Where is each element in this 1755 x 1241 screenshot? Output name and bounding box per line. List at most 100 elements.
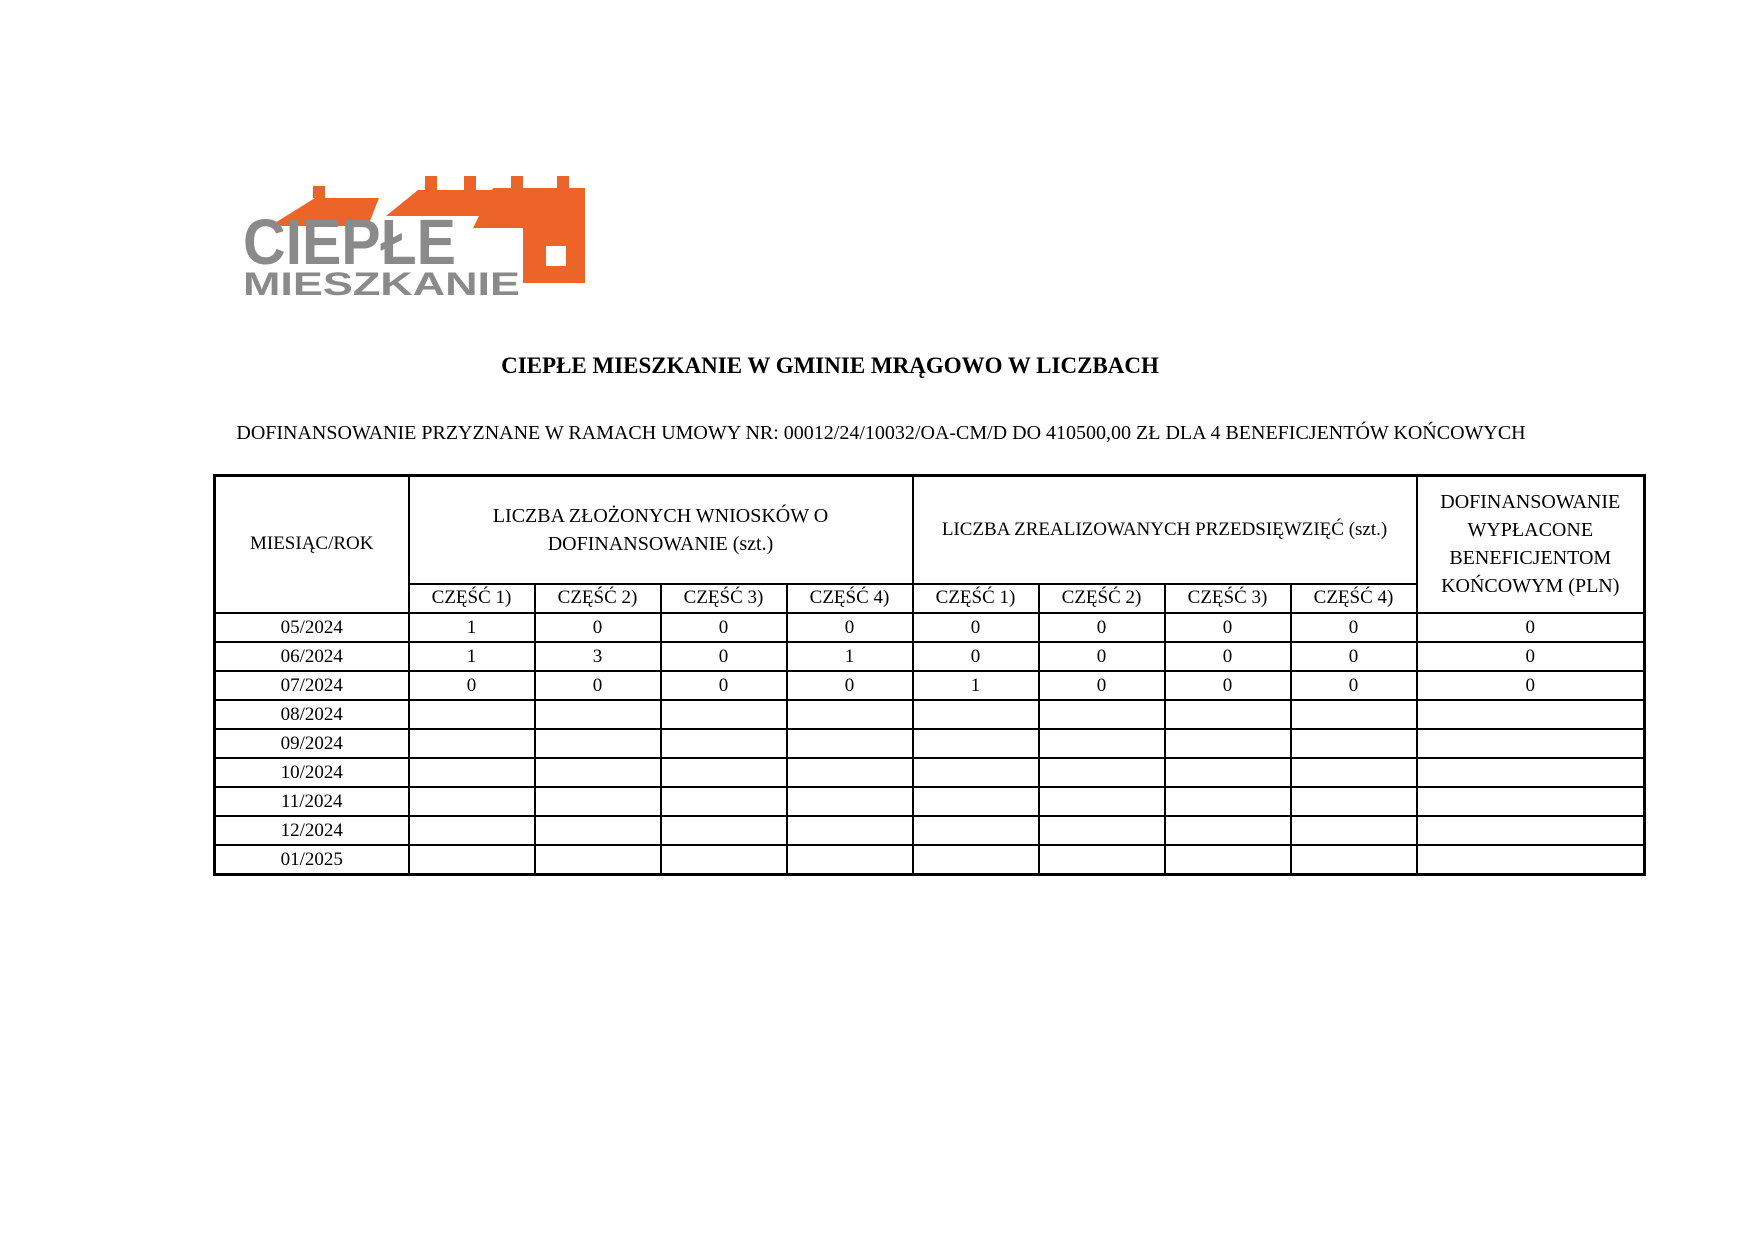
- table-row: 09/2024: [213, 727, 1646, 759]
- cell-realized-3: 0: [1163, 640, 1292, 672]
- cell-paid: [1415, 698, 1646, 730]
- col-header-submitted-part-3: CZĘŚĆ 3): [659, 582, 788, 614]
- cell-realized-4: [1289, 843, 1418, 875]
- cell-submitted-4: [785, 698, 914, 730]
- header-row-parts: CZĘŚĆ 1) CZĘŚĆ 2) CZĘŚĆ 3) CZĘŚĆ 4) CZĘŚ…: [215, 582, 1645, 614]
- cell-realized-3: [1163, 843, 1292, 875]
- cell-month: 01/2025: [213, 843, 410, 875]
- page-subtitle: DOFINANSOWANIE PRZYZNANE W RAMACH UMOWY …: [236, 422, 1526, 444]
- cell-submitted-3: 0: [659, 640, 788, 672]
- page-title: CIEPŁE MIESZKANIE W GMINIE MRĄGOWO W LIC…: [501, 353, 1159, 378]
- col-header-submitted-part-2: CZĘŚĆ 2): [533, 582, 662, 614]
- cell-realized-4: [1289, 785, 1418, 817]
- cell-month: 07/2024: [213, 669, 410, 701]
- cell-submitted-2: [533, 785, 662, 817]
- cell-realized-2: 0: [1037, 640, 1166, 672]
- cell-paid: [1415, 814, 1646, 846]
- col-header-group-submitted-text: LICZBA ZŁOŻONYCH WNIOSKÓW O DOFINANSOWAN…: [492, 504, 829, 555]
- cell-realized-3: [1163, 727, 1292, 759]
- cell-submitted-1: [407, 785, 536, 817]
- cell-submitted-2: [533, 843, 662, 875]
- roof-icon: [386, 190, 499, 216]
- cell-submitted-3: [659, 843, 788, 875]
- cell-paid: 0: [1415, 669, 1646, 701]
- cell-realized-2: [1037, 756, 1166, 788]
- cell-realized-1: [911, 727, 1040, 759]
- cell-realized-3: [1163, 698, 1292, 730]
- cell-submitted-2: [533, 814, 662, 846]
- col-header-realized-part-1: CZĘŚĆ 1): [911, 582, 1040, 614]
- cell-realized-4: [1289, 698, 1418, 730]
- cell-realized-4: 0: [1289, 669, 1418, 701]
- cell-submitted-2: 3: [533, 640, 662, 672]
- cell-submitted-3: [659, 785, 788, 817]
- table-row: 01/2025: [213, 843, 1646, 875]
- cell-submitted-4: 0: [785, 669, 914, 701]
- window-icon: [546, 246, 566, 266]
- cell-month: 08/2024: [213, 698, 410, 730]
- cell-submitted-4: [785, 814, 914, 846]
- table-row: 08/2024: [213, 698, 1646, 730]
- cell-submitted-1: 1: [407, 640, 536, 672]
- chimney-icon: [425, 176, 437, 190]
- table-row: 05/2024 1 0 0 0 0 0 0 0 0: [213, 611, 1646, 643]
- cieple-mieszkanie-logo: CIEPŁE MIESZKANIE: [243, 176, 585, 296]
- cell-month: 11/2024: [213, 785, 410, 817]
- cell-submitted-4: [785, 785, 914, 817]
- col-header-submitted-part-1: CZĘŚĆ 1): [407, 582, 536, 614]
- cell-paid: 0: [1415, 611, 1646, 643]
- cell-submitted-3: [659, 756, 788, 788]
- cell-realized-3: [1163, 785, 1292, 817]
- cell-submitted-3: [659, 727, 788, 759]
- table-row: 10/2024: [213, 756, 1646, 788]
- col-header-realized-part-2: CZĘŚĆ 2): [1037, 582, 1166, 614]
- cell-submitted-1: [407, 727, 536, 759]
- chimney-icon: [511, 176, 523, 188]
- cell-submitted-2: [533, 727, 662, 759]
- logo-word-2: MIESZKANIE: [243, 266, 520, 296]
- cell-submitted-4: 1: [785, 640, 914, 672]
- table-row: 12/2024: [213, 814, 1646, 846]
- cell-submitted-1: [407, 698, 536, 730]
- cell-realized-2: 0: [1037, 611, 1166, 643]
- cell-realized-2: [1037, 814, 1166, 846]
- col-header-submitted-part-4: CZĘŚĆ 4): [785, 582, 914, 614]
- cell-realized-4: [1289, 756, 1418, 788]
- cell-realized-1: [911, 785, 1040, 817]
- roof-icon: [270, 198, 379, 226]
- col-header-group-submitted: LICZBA ZŁOŻONYCH WNIOSKÓW O DOFINANSOWAN…: [407, 474, 914, 585]
- cell-realized-4: [1289, 814, 1418, 846]
- cell-submitted-2: [533, 756, 662, 788]
- cell-month: 09/2024: [213, 727, 410, 759]
- chimney-icon: [464, 176, 476, 190]
- cell-submitted-1: [407, 814, 536, 846]
- statistics-table: MIESIĄC/ROK LICZBA ZŁOŻONYCH WNIOSKÓW O …: [213, 474, 1647, 876]
- cell-realized-1: 0: [911, 611, 1040, 643]
- cell-paid: [1415, 785, 1646, 817]
- logo-word-1: CIEPŁE: [243, 206, 456, 278]
- cell-submitted-4: 0: [785, 611, 914, 643]
- cell-realized-2: [1037, 785, 1166, 817]
- cell-paid: 0: [1415, 640, 1646, 672]
- cell-realized-1: [911, 814, 1040, 846]
- cell-realized-4: 0: [1289, 611, 1418, 643]
- chimney-icon: [557, 176, 569, 188]
- table-row: 11/2024: [213, 785, 1646, 817]
- cell-paid: [1415, 843, 1646, 875]
- cell-submitted-4: [785, 727, 914, 759]
- cell-submitted-1: [407, 843, 536, 875]
- cell-submitted-2: 0: [533, 669, 662, 701]
- cell-submitted-3: [659, 814, 788, 846]
- cell-realized-1: [911, 756, 1040, 788]
- cell-submitted-1: 1: [407, 611, 536, 643]
- header-row-groups: MIESIĄC/ROK LICZBA ZŁOŻONYCH WNIOSKÓW O …: [213, 474, 1646, 614]
- cell-submitted-3: 0: [659, 669, 788, 701]
- cell-realized-3: [1163, 756, 1292, 788]
- cell-realized-1: [911, 698, 1040, 730]
- cell-submitted-1: 0: [407, 669, 536, 701]
- cell-realized-4: [1289, 727, 1418, 759]
- col-header-group-realized: LICZBA ZREALIZOWANYCH PRZEDSIĘWZIĘĆ (szt…: [911, 474, 1418, 585]
- cell-paid: [1415, 727, 1646, 759]
- cell-realized-2: [1037, 698, 1166, 730]
